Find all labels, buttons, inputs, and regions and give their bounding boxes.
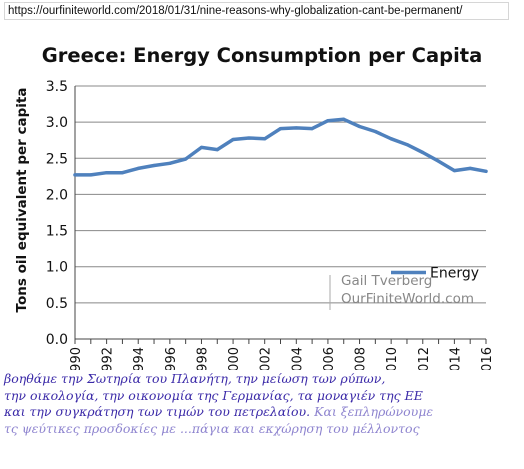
- data-point: [357, 124, 362, 129]
- y-tick-label: 0.5: [46, 296, 68, 312]
- legend-label: Energy: [430, 265, 479, 281]
- data-point: [105, 171, 109, 175]
- chart-title: Greece: Energy Consumption per Capita: [42, 44, 483, 67]
- x-tick-label: 1994: [132, 347, 147, 370]
- data-point: [405, 142, 409, 147]
- data-point: [436, 159, 441, 163]
- data-point: [484, 169, 488, 173]
- data-point: [199, 145, 204, 150]
- data-point: [452, 168, 456, 173]
- data-point: [215, 148, 219, 152]
- y-tick-label: 1.5: [46, 224, 68, 240]
- data-point: [136, 166, 140, 171]
- data-point: [389, 137, 393, 141]
- x-tick-label: 2000: [227, 347, 242, 370]
- x-tick-label: 2002: [259, 347, 274, 370]
- greek-caption: βοηθάμε την Σωτηρία του Πλανήτη, την μεί…: [4, 371, 522, 437]
- data-point: [120, 171, 125, 175]
- data-point: [247, 136, 251, 140]
- y-tick-label: 2.0: [46, 187, 68, 203]
- y-tick-label: 1.0: [46, 260, 68, 276]
- x-tick-label: 2012: [417, 347, 432, 370]
- source-url: https://ourfiniteworld.com/2018/01/31/ni…: [4, 2, 509, 20]
- caption-line: και την συγκράτηση των τιμών του πετρελα…: [4, 404, 434, 419]
- data-point: [152, 163, 156, 168]
- data-point: [373, 129, 377, 134]
- x-tick-label: 2016: [480, 347, 495, 370]
- y-axis-label: Tons oil equivalent per capita: [14, 88, 30, 313]
- data-point: [421, 150, 425, 155]
- data-point: [294, 126, 298, 130]
- data-point: [231, 137, 235, 142]
- x-tick-label: 1998: [195, 347, 210, 370]
- data-point: [310, 127, 314, 131]
- data-point: [468, 166, 472, 171]
- data-point: [278, 127, 283, 131]
- x-tick-label: 1990: [69, 347, 84, 370]
- y-tick-label: 3.0: [46, 115, 68, 131]
- x-tick-label: 2004: [290, 347, 305, 370]
- caption-line: τς ψεύτικες προσδοκίες με ...πάγια και ε…: [4, 420, 420, 436]
- data-point: [184, 157, 188, 161]
- credit-site: OurFiniteWorld.com: [341, 291, 474, 307]
- data-point: [168, 161, 172, 165]
- x-tick-label: 2006: [322, 347, 337, 370]
- y-tick-label: 2.5: [46, 151, 68, 167]
- x-tick-label: 2010: [385, 347, 400, 370]
- data-point: [89, 173, 93, 177]
- energy-chart: Greece: Energy Consumption per Capita To…: [14, 44, 495, 370]
- data-point: [342, 117, 346, 121]
- x-tick-label: 1996: [164, 347, 179, 370]
- caption-line: την οικολογία, την οικονομία της Γερμανί…: [4, 387, 423, 403]
- data-point: [263, 137, 267, 141]
- x-tick-label: 2014: [448, 347, 463, 370]
- credit-author: Gail Tverberg: [341, 273, 432, 289]
- y-tick-label: 0.0: [46, 332, 68, 348]
- x-tick-label: 2008: [354, 347, 369, 370]
- x-tick-label: 1992: [101, 347, 116, 370]
- data-point: [326, 119, 330, 123]
- data-point: [73, 173, 77, 177]
- y-tick-label: 3.5: [46, 79, 68, 95]
- caption-line: βοηθάμε την Σωτηρία του Πλανήτη, την μεί…: [4, 371, 386, 386]
